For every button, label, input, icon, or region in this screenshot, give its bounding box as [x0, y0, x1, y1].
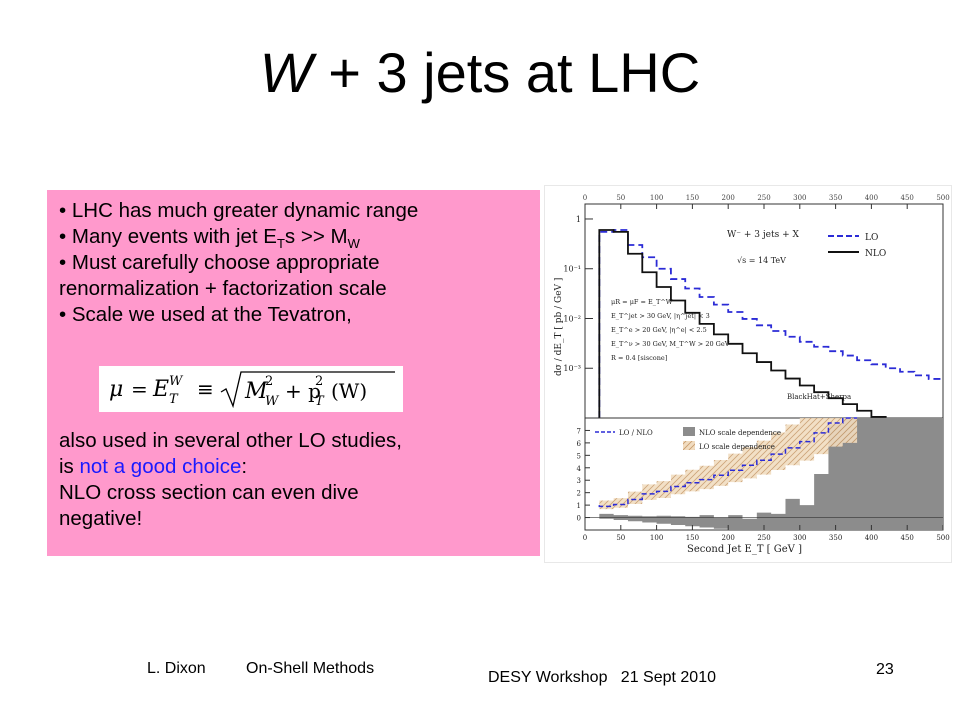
cut-label: μR = μF = E_T^W [611, 298, 673, 306]
series-nlo [598, 229, 887, 418]
bottom-xtick-label: 100 [650, 534, 663, 542]
bottom-ytick-label: 7 [577, 427, 581, 435]
bottom-xtick-label: 150 [686, 534, 699, 542]
svg-text:W: W [265, 394, 280, 409]
para-line-3: NLO cross section can even dive [59, 481, 359, 504]
top-xtick-label: 50 [616, 194, 625, 202]
svg-text:E: E [152, 377, 169, 402]
energy-label: √s = 14 TeV [737, 256, 786, 265]
bottom-xtick-label: 50 [616, 534, 625, 542]
bottom-xtick-label: 0 [583, 534, 587, 542]
svg-text:2: 2 [315, 374, 323, 389]
top-ylabel: dσ / dE_T [ pb / GeV ] [554, 278, 564, 376]
top-xtick-label: 450 [901, 194, 914, 202]
top-xtick-label: 200 [722, 194, 735, 202]
svg-text:μ: μ [109, 377, 123, 402]
series-lo [598, 229, 943, 418]
bottom-ytick-label: 1 [577, 502, 581, 510]
top-xtick-label: 350 [829, 194, 842, 202]
legend-title: W⁻ + 3 jets + X [727, 230, 799, 240]
top-xtick-label: 0 [583, 194, 587, 202]
bottom-xtick-label: 400 [865, 534, 878, 542]
credit-label: BlackHat+Sherpa [787, 393, 851, 401]
bullet-2: • Many events with jet ETs >> MW [59, 225, 360, 251]
text-panel: • LHC has much greater dynamic range • M… [47, 190, 540, 556]
bullet-3a: • Must carefully choose appropriate [59, 251, 380, 274]
bottom-xtick-label: 200 [722, 534, 735, 542]
top-ytick-label: 1 [576, 215, 581, 224]
bottom-xtick-label: 250 [757, 534, 770, 542]
svg-text:2: 2 [265, 374, 273, 389]
lo-nlo-ratio-line [598, 417, 858, 508]
lo-scale-band [599, 418, 858, 510]
scale-formula: μ = E W T ≡ M 2 W + p 2 T (W) [99, 366, 403, 412]
footer-page-number: 23 [876, 661, 894, 678]
svg-text:W: W [169, 374, 184, 389]
bottom-ytick-label: 5 [577, 452, 581, 460]
physics-plot: 1 10⁻¹ 10⁻² 10⁻³ 0 50 100 150 200 250 300 350 400 450… [545, 186, 951, 562]
top-ytick-label: 10⁻¹ [563, 265, 581, 274]
plot-svg: 110⁻¹10⁻²10⁻³0 50 100 150 200 250 300 350 400 450… [554, 194, 950, 555]
bullet-1: • LHC has much greater dynamic range [59, 199, 419, 222]
top-xtick-label: 100 [650, 194, 663, 202]
top-ytick-label: 10⁻² [563, 314, 581, 323]
footer-author: L. Dixon [147, 660, 206, 677]
bullet-3b: renormalization + factorization scale [59, 277, 387, 300]
svg-text:≡: ≡ [197, 377, 214, 401]
svg-text:=: = [131, 377, 148, 401]
top-xtick-label: 300 [793, 194, 806, 202]
cut-label: E_T^jet > 30 GeV, |η^jet| < 3 [611, 312, 710, 320]
legend-nlo-label: NLO [865, 249, 886, 259]
top-ytick-label: 10⁻³ [563, 364, 581, 373]
legend-lo-band-swatch [683, 441, 695, 450]
svg-text:(W): (W) [331, 379, 367, 403]
legend-nlo-band-swatch [683, 427, 695, 436]
legend-lo-band-label: LO scale dependence [699, 443, 775, 451]
slide-title: W + 3 jets at LHC [259, 41, 701, 104]
svg-text:T: T [315, 394, 325, 409]
cut-label: E_T^ν > 30 GeV, M_T^W > 20 GeV [611, 340, 730, 348]
top-xtick-label: 500 [936, 194, 949, 202]
footer-talk: On-Shell Methods [246, 660, 375, 677]
bottom-ytick-label: 4 [577, 465, 582, 473]
para-line-4: negative! [59, 507, 143, 530]
svg-text:+ p: + p [285, 379, 321, 403]
para-line-2: is not a good choice: [59, 455, 248, 478]
cut-label: R = 0.4 [siscone] [611, 354, 667, 362]
bottom-xtick-label: 300 [793, 534, 806, 542]
footer-event: DESY Workshop 21 Sept 2010 [488, 669, 716, 686]
nlo-scale-band [599, 418, 943, 530]
legend-nlo-band-label: NLO scale dependence [699, 429, 781, 437]
svg-text:T: T [169, 392, 179, 407]
top-xtick-label: 150 [686, 194, 699, 202]
top-xtick-label: 400 [865, 194, 878, 202]
cut-label: E_T^e > 20 GeV, |η^e| < 2.5 [611, 326, 707, 334]
bottom-ytick-label: 6 [577, 440, 582, 448]
legend-lo-label: LO [865, 233, 878, 243]
svg-text:M: M [244, 379, 268, 404]
para-line-1: also used in several other LO studies, [59, 429, 402, 452]
bottom-xtick-label: 350 [829, 534, 842, 542]
bottom-ytick-label: 3 [577, 477, 581, 485]
bullet-4: • Scale we used at the Tevatron, [59, 303, 352, 326]
bottom-xtick-label: 500 [936, 534, 949, 542]
bottom-xlabel: Second Jet E_T [ GeV ] [687, 544, 802, 555]
legend-ratio-label: LO / NLO [619, 429, 653, 437]
bottom-ytick-label: 0 [577, 515, 581, 523]
top-xtick-label: 250 [757, 194, 770, 202]
bottom-xtick-label: 450 [901, 534, 914, 542]
bottom-ytick-label: 2 [577, 490, 581, 498]
